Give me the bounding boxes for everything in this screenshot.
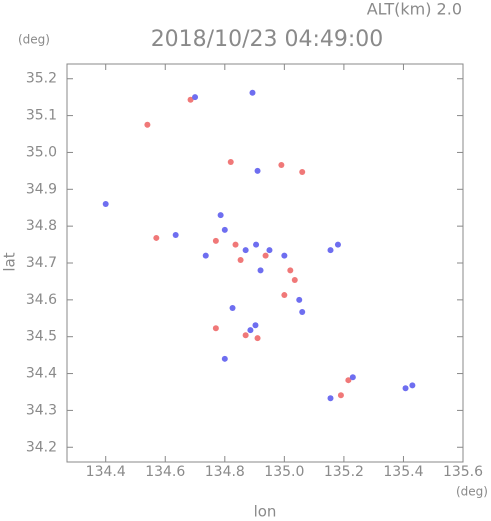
point — [247, 327, 254, 334]
point — [253, 241, 260, 248]
point — [237, 257, 244, 264]
point — [187, 96, 194, 103]
y-tick-label: 34.3 — [26, 402, 57, 418]
point — [334, 241, 341, 248]
x-tick-label: 135.4 — [383, 464, 423, 480]
x-tick-label: 135.0 — [264, 464, 304, 480]
point — [291, 276, 298, 283]
y-unit: (deg) — [18, 33, 50, 47]
point — [409, 382, 416, 389]
point — [327, 247, 334, 254]
point — [153, 234, 160, 241]
y-tick-label: 34.5 — [26, 329, 57, 345]
point — [221, 355, 228, 362]
point — [266, 247, 273, 254]
y-tick-label: 34.4 — [26, 366, 57, 382]
x-unit: (deg) — [456, 485, 488, 499]
y-tick-label: 34.2 — [26, 439, 57, 455]
point — [296, 296, 303, 303]
point — [254, 335, 261, 342]
point — [192, 94, 199, 101]
x-tick-label: 134.8 — [205, 464, 245, 480]
point — [402, 385, 409, 392]
chart-title: 2018/10/23 04:49:00 — [151, 27, 384, 52]
point — [212, 325, 219, 332]
point — [327, 395, 334, 402]
point — [345, 377, 352, 384]
y-tick-label: 34.7 — [26, 255, 57, 271]
point — [299, 309, 306, 316]
plot-frame — [66, 63, 464, 463]
point — [281, 252, 288, 259]
point — [337, 392, 344, 399]
point — [144, 121, 151, 128]
y-tick-label: 34.8 — [26, 218, 57, 234]
y-tick-label: 35.1 — [26, 108, 57, 124]
point — [242, 247, 249, 254]
point — [102, 201, 109, 208]
point — [212, 237, 219, 244]
y-axis-label: lat — [1, 252, 19, 271]
x-tick-label: 134.4 — [86, 464, 126, 480]
point — [227, 159, 234, 166]
point — [349, 374, 356, 381]
x-axis-label: lon — [254, 503, 277, 521]
x-tick-label: 134.6 — [145, 464, 185, 480]
point — [202, 252, 209, 259]
point — [232, 241, 239, 248]
chart-subtitle: ALT(km) 2.0 — [367, 0, 462, 19]
x-tick-label: 135.6 — [443, 464, 483, 480]
y-tick-label: 35.2 — [26, 71, 57, 87]
point — [242, 332, 249, 339]
point — [252, 322, 259, 329]
point — [257, 267, 264, 274]
point — [287, 267, 294, 274]
point — [254, 167, 261, 174]
y-tick-label: 34.9 — [26, 181, 57, 197]
y-tick-label: 35.0 — [26, 144, 57, 160]
point — [299, 168, 306, 175]
point — [278, 161, 285, 168]
point — [262, 252, 269, 259]
point — [249, 89, 256, 96]
y-tick-label: 34.6 — [26, 292, 57, 308]
point — [221, 226, 228, 233]
point — [217, 212, 224, 219]
point — [229, 304, 236, 311]
x-tick-label: 135.2 — [324, 464, 364, 480]
point — [172, 231, 179, 238]
point — [281, 292, 288, 299]
